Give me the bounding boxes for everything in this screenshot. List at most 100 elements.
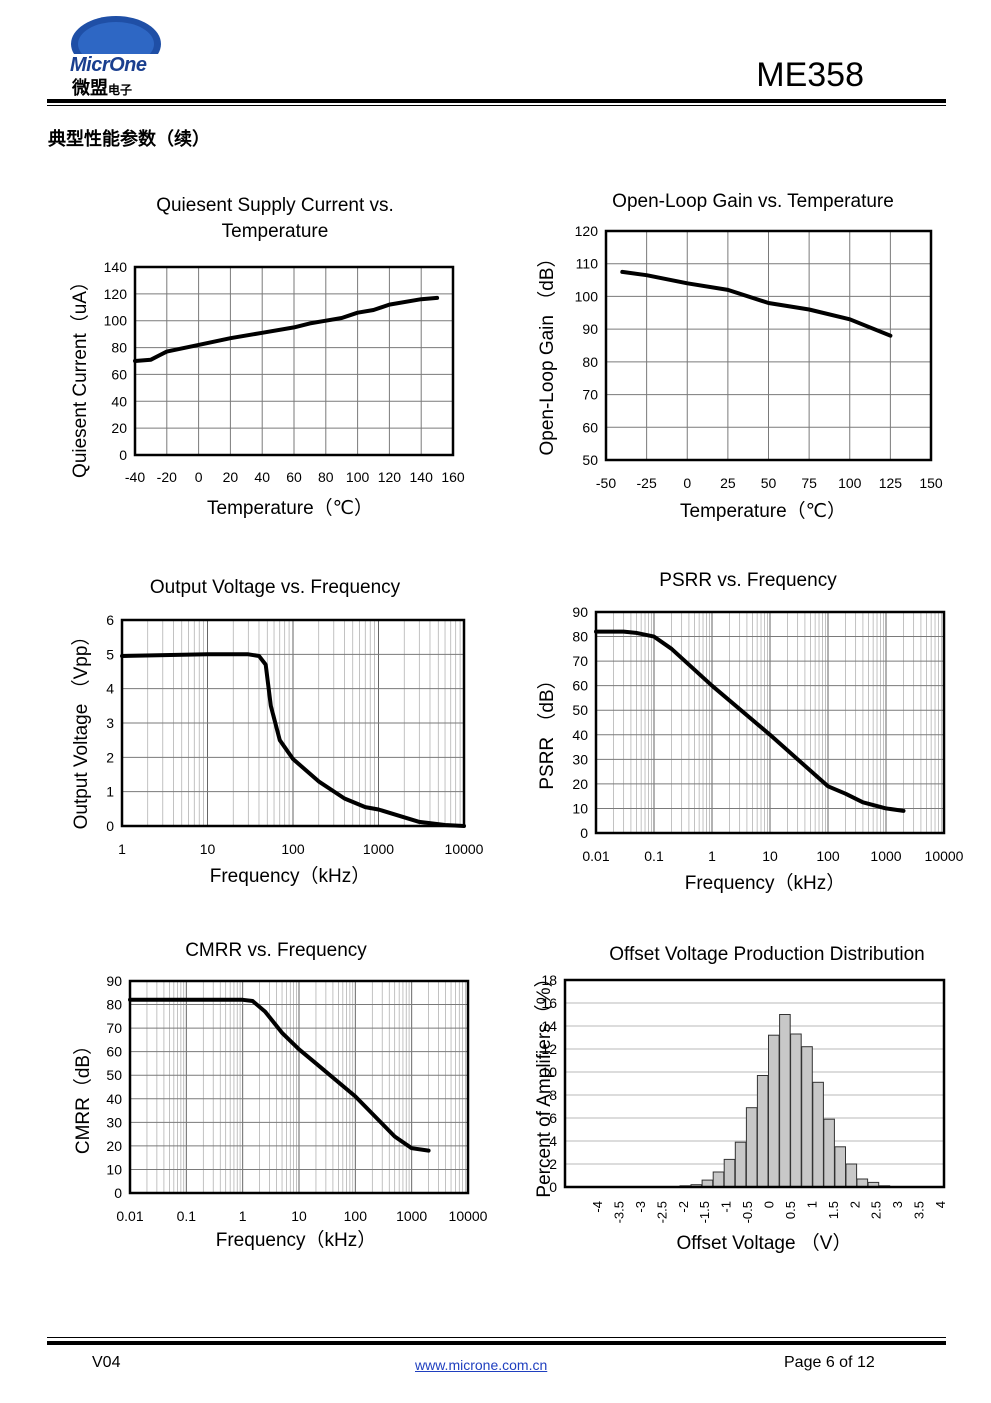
x-tick-label: 3: [890, 1201, 905, 1208]
x-tick-label: 10: [291, 1208, 307, 1224]
footer-rule-thin: [47, 1337, 946, 1338]
y-axis-label: PSRR （dB）: [536, 670, 558, 789]
x-tick-label: -1.5: [697, 1201, 712, 1223]
x-tick-label: 100: [344, 1208, 368, 1224]
data-series-line: [620, 269, 893, 338]
histogram-bar: [801, 1046, 813, 1188]
x-tick-label: 60: [286, 469, 302, 485]
y-tick-label: 1: [106, 784, 114, 800]
y-tick-label: 140: [104, 259, 128, 275]
x-tick-label: 3.5: [912, 1201, 927, 1219]
y-axis-label: Quiesent Current（uA）: [69, 272, 91, 478]
document-title: ME358: [756, 56, 864, 94]
chart-title-line2: Temperature: [222, 221, 329, 242]
y-axis-label: CMRR（dB）: [72, 1036, 94, 1154]
y-tick-label: 6: [549, 1110, 557, 1126]
y-tick-label: 60: [572, 678, 588, 694]
chart-title: Output Voltage vs. Frequency: [150, 577, 401, 598]
x-tick-label: 1000: [870, 848, 901, 864]
y-tick-label: 6: [106, 612, 114, 628]
x-tick-label: 0.01: [116, 1208, 143, 1224]
histogram-bar: [756, 1075, 769, 1188]
section-title: 典型性能参数（续）: [48, 129, 210, 150]
x-tick-label: -25: [637, 475, 657, 491]
y-tick-label: 40: [111, 393, 127, 409]
x-axis-label: Frequency（kHz）: [685, 872, 846, 894]
x-tick-label: 2.5: [869, 1201, 884, 1219]
x-tick-label: 1: [804, 1201, 819, 1208]
x-tick-label: 1: [239, 1208, 247, 1224]
y-tick-label: 110: [576, 256, 599, 272]
y-tick-label: 120: [575, 223, 599, 239]
x-tick-label: 150: [919, 475, 943, 491]
data-series-line: [120, 652, 466, 828]
plot-frame: [133, 265, 455, 457]
x-axis-label: Temperature（℃）: [680, 500, 846, 522]
y-tick-label: 4: [549, 1133, 557, 1149]
x-axis-label: Offset Voltage （V）: [677, 1232, 852, 1254]
data-series-line: [128, 997, 431, 1153]
x-tick-label: 160: [441, 469, 465, 485]
x-tick-label: -1: [719, 1201, 734, 1213]
y-tick-label: 80: [111, 340, 127, 356]
x-tick-label: 0: [762, 1201, 777, 1208]
chart-title: Offset Voltage Production Distribution: [609, 944, 924, 965]
x-tick-label: 125: [879, 475, 903, 491]
x-tick-label: 50: [761, 475, 777, 491]
y-tick-label: 90: [582, 321, 598, 337]
x-tick-label: 10000: [449, 1208, 488, 1224]
x-tick-label: -3.5: [611, 1201, 626, 1223]
y-tick-label: 120: [104, 286, 128, 302]
x-tick-label: -50: [596, 475, 616, 491]
x-tick-label: 80: [318, 469, 334, 485]
data-series-line: [133, 295, 440, 363]
y-tick-label: 100: [575, 288, 599, 304]
x-tick-label: 10000: [925, 848, 964, 864]
y-axis-label: Percent of Amplifiers（%）: [533, 968, 555, 1197]
histogram-bar: [712, 1171, 725, 1188]
x-tick-label: 1.5: [826, 1201, 841, 1219]
x-tick-label: -3: [633, 1201, 648, 1213]
histogram-bar: [790, 1033, 802, 1188]
x-axis-label: Frequency（kHz）: [216, 1229, 377, 1251]
y-tick-label: 2: [106, 749, 114, 765]
y-tick-label: 8: [549, 1087, 557, 1103]
x-tick-label: 10: [762, 848, 778, 864]
histogram-bar: [768, 1034, 780, 1188]
chart-title: Quiesent Supply Current vs.: [156, 195, 394, 216]
data-series-line: [594, 629, 906, 813]
x-tick-label: 1000: [396, 1208, 427, 1224]
y-tick-label: 70: [572, 653, 588, 669]
x-tick-label: 100: [281, 841, 305, 857]
x-tick-label: 0: [195, 469, 203, 485]
y-tick-label: 0: [119, 447, 127, 463]
y-tick-label: 20: [111, 420, 127, 436]
footer-rule: [47, 1341, 946, 1345]
charts-canvas: Quiesent Supply Current vs. Temperature 0 2…: [69, 191, 964, 1254]
x-tick-label: 75: [801, 475, 817, 491]
histogram-bar: [779, 1014, 791, 1188]
histogram-bar: [745, 1107, 758, 1188]
y-tick-label: 80: [582, 354, 598, 370]
y-tick-label: 100: [104, 313, 128, 329]
x-tick-label: 0.1: [644, 848, 664, 864]
y-tick-label: 60: [582, 419, 598, 435]
x-tick-label: 120: [378, 469, 402, 485]
x-tick-label: -20: [157, 469, 177, 485]
x-tick-label: 1000: [363, 841, 394, 857]
x-tick-label: 1: [708, 848, 716, 864]
x-tick-label: 20: [223, 469, 239, 485]
y-tick-label: 70: [106, 1020, 122, 1036]
x-tick-label: 2: [847, 1201, 862, 1208]
x-tick-label: 1: [118, 841, 126, 857]
y-tick-label: 40: [106, 1091, 122, 1107]
y-tick-label: 20: [106, 1138, 122, 1154]
header-rule-thin: [47, 105, 946, 106]
histogram-bar: [734, 1141, 747, 1188]
y-tick-label: 10: [572, 800, 588, 816]
y-tick-label: 30: [572, 751, 588, 767]
footer-url-link[interactable]: www.microne.com.cn: [415, 1357, 548, 1373]
y-tick-label: 18: [541, 972, 557, 988]
footer-version: V04: [92, 1354, 121, 1371]
plot-frame: [563, 978, 946, 1189]
